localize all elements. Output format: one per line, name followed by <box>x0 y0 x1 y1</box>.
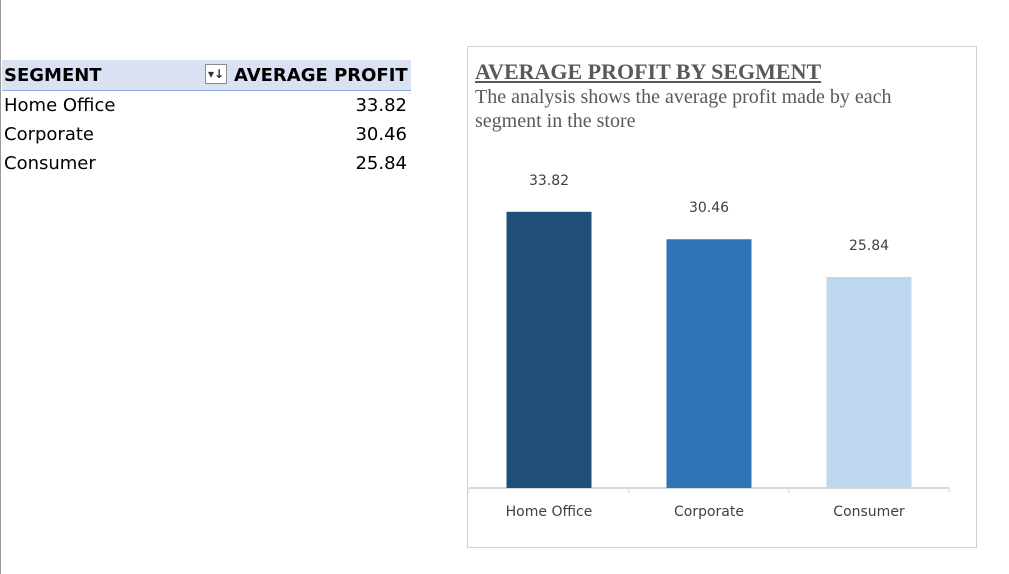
bar-home-office[interactable] <box>506 211 592 488</box>
table-row[interactable]: Home Office 33.82 <box>2 91 411 120</box>
chart-title: AVERAGE PROFIT BY SEGMENT <box>475 59 822 84</box>
x-tick-label: Home Office <box>506 504 593 520</box>
data-label: 33.82 <box>529 173 569 189</box>
x-tick-label: Corporate <box>674 504 744 520</box>
sort-descending-icon[interactable]: ▾↓ <box>205 64 227 84</box>
pivot-cell-segment[interactable]: Corporate <box>4 124 94 145</box>
table-row[interactable]: Corporate 30.46 <box>2 120 411 149</box>
pivot-header-segment[interactable]: SEGMENT <box>4 65 102 86</box>
pivot-cell-value[interactable]: 25.84 <box>355 153 407 174</box>
chart-panel[interactable]: AVERAGE PROFIT BY SEGMENT The analysis s… <box>467 46 977 548</box>
pivot-table: SEGMENT ▾↓ AVERAGE PROFIT Home Office 33… <box>2 60 411 178</box>
pivot-cell-segment[interactable]: Consumer <box>4 153 96 174</box>
data-label: 25.84 <box>849 238 889 254</box>
table-row[interactable]: Consumer 25.84 <box>2 149 411 178</box>
sheet-left-border <box>0 0 1 574</box>
chart-subtitle: The analysis shows the average profit ma… <box>475 86 892 132</box>
pivot-cell-value[interactable]: 33.82 <box>355 95 407 116</box>
bar-consumer[interactable] <box>826 276 912 488</box>
data-label: 30.46 <box>689 200 729 216</box>
bar-corporate[interactable] <box>666 239 752 488</box>
pivot-cell-value[interactable]: 30.46 <box>355 124 407 145</box>
bar-chart: 33.82 Home Office 30.46 Corporate 25.84 Consu… <box>468 173 950 520</box>
pivot-cell-segment[interactable]: Home Office <box>4 95 116 116</box>
pivot-header-average-profit[interactable]: AVERAGE PROFIT <box>234 65 408 86</box>
x-tick-label: Consumer <box>833 504 905 520</box>
pivot-header-row: SEGMENT ▾↓ AVERAGE PROFIT <box>2 60 411 91</box>
